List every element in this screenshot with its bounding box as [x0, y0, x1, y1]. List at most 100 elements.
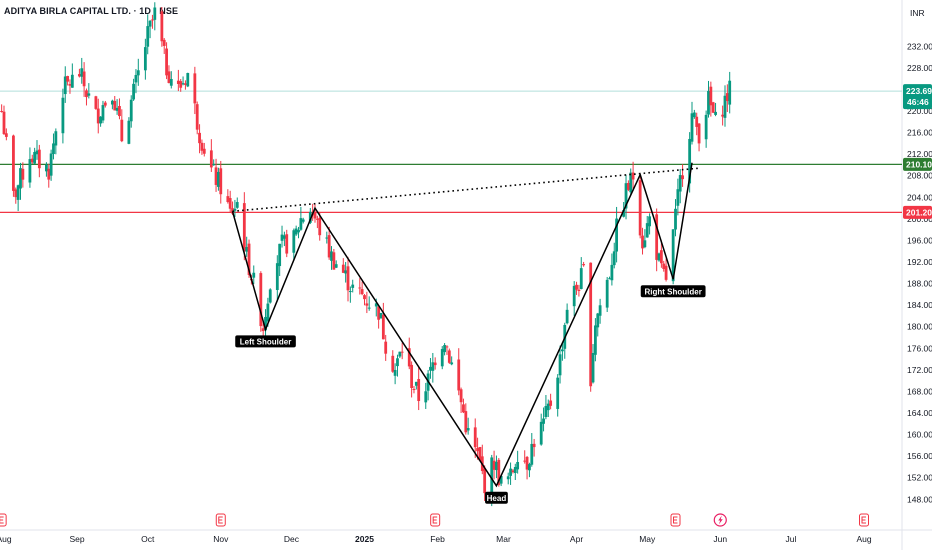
candle-body	[624, 183, 628, 209]
candle-body	[21, 168, 25, 180]
candle-body	[662, 263, 666, 269]
candle-body	[483, 468, 487, 494]
y-tick-label: 160.00	[907, 430, 932, 440]
y-tick-label: 212.00	[907, 149, 932, 159]
price-axis[interactable]: 148.00 152.00 156.00 160.00 164.00 168.00 172.…	[907, 41, 932, 504]
candle-body	[523, 460, 527, 462]
candle-body	[198, 132, 201, 144]
earnings-icon[interactable]	[0, 513, 7, 527]
x-tick-label: Dec	[284, 534, 300, 544]
candle-body	[707, 90, 710, 115]
pattern-label-bg	[485, 491, 508, 504]
candle-body	[94, 96, 98, 109]
candle-body	[87, 93, 91, 96]
candle-body	[516, 462, 520, 470]
candle-body	[129, 99, 133, 122]
candle-body	[396, 358, 399, 367]
candle-body	[495, 461, 498, 471]
earnings-glyph	[673, 516, 678, 524]
y-tick-label: 232.00	[907, 41, 932, 51]
candle-body	[440, 349, 444, 367]
candle-body	[33, 151, 37, 164]
x-tick-label: 2025	[355, 534, 374, 544]
candle-body	[631, 172, 635, 180]
candle-body	[351, 284, 355, 288]
candle-body	[492, 460, 496, 470]
candle-body	[681, 175, 684, 180]
candle-body	[546, 403, 550, 411]
candle-body	[657, 253, 661, 261]
candle-body	[214, 167, 218, 185]
y-tick-label: 184.00	[907, 300, 932, 310]
candle-body	[478, 447, 482, 461]
resistance-tag-value: 210.10	[906, 159, 932, 169]
pattern-label[interactable]: Left Shoulder	[235, 335, 296, 348]
earnings-icon[interactable]	[430, 513, 441, 527]
candle-body	[643, 240, 647, 248]
support-tag[interactable]: 201.20	[903, 205, 932, 219]
candle-body	[358, 287, 362, 289]
candle-body	[120, 119, 124, 142]
time-axis[interactable]: Aug Sep Oct Nov Dec 2025 Feb Mar Apr May Jun Jul Aug	[0, 534, 872, 544]
lightning-icon[interactable]	[713, 513, 727, 527]
x-tick-label: Aug	[856, 534, 871, 544]
resistance-tag[interactable]: 210.10	[903, 157, 932, 171]
pattern-zigzag[interactable]	[231, 162, 693, 488]
candle-body	[346, 266, 350, 291]
candle-body	[497, 459, 501, 486]
candle-body	[127, 120, 131, 144]
candle-body	[330, 251, 333, 261]
candle-body	[16, 185, 20, 200]
candle-body	[459, 389, 463, 403]
candle-body	[674, 208, 677, 230]
candle-body	[0, 110, 4, 112]
candle-body	[648, 216, 651, 227]
candle-body	[410, 364, 414, 388]
pattern-label[interactable]: Right Shoulder	[640, 285, 706, 298]
pattern-label-bg	[640, 285, 706, 298]
candle-body	[605, 279, 609, 308]
candle-body	[377, 306, 381, 320]
earnings-icon[interactable]	[670, 513, 681, 527]
candle-body	[266, 303, 270, 322]
candle-body	[68, 84, 72, 86]
candle-body	[167, 71, 171, 83]
earnings-icon[interactable]	[859, 513, 869, 527]
candle-body	[186, 73, 190, 87]
candle-body	[417, 379, 421, 402]
candle-body	[275, 263, 279, 290]
candle-body	[447, 350, 451, 363]
candle-body	[711, 102, 715, 113]
pattern-label-bg	[235, 335, 296, 348]
candle-body	[160, 11, 164, 42]
earnings-icon[interactable]	[215, 513, 226, 527]
candle-body	[407, 348, 411, 367]
candle-body	[709, 86, 713, 106]
candle-body	[723, 95, 727, 118]
candle-body	[19, 168, 22, 189]
y-tick-label: 208.00	[907, 171, 932, 181]
neckline[interactable]	[232, 167, 700, 213]
candle-body	[725, 93, 729, 102]
y-tick-label: 192.00	[907, 257, 932, 267]
candle-body	[118, 106, 121, 117]
support-tag-value: 201.20	[906, 207, 932, 217]
horizontal-levels	[0, 90, 902, 213]
candle-body	[363, 295, 366, 300]
candle-body	[332, 252, 336, 270]
y-tick-label: 204.00	[907, 192, 932, 202]
candle-body	[334, 264, 338, 268]
candle-body	[66, 76, 70, 82]
candle-body	[327, 235, 331, 258]
candle-body	[431, 362, 435, 371]
pattern-label[interactable]: Head	[485, 491, 508, 504]
last-price-tag-bg	[903, 84, 932, 110]
candle-body	[162, 39, 166, 46]
candle-body	[233, 208, 237, 211]
candle-body	[148, 20, 152, 27]
candle-body	[511, 470, 515, 473]
resistance-tag-bg	[903, 157, 932, 171]
candle-body	[659, 250, 663, 264]
